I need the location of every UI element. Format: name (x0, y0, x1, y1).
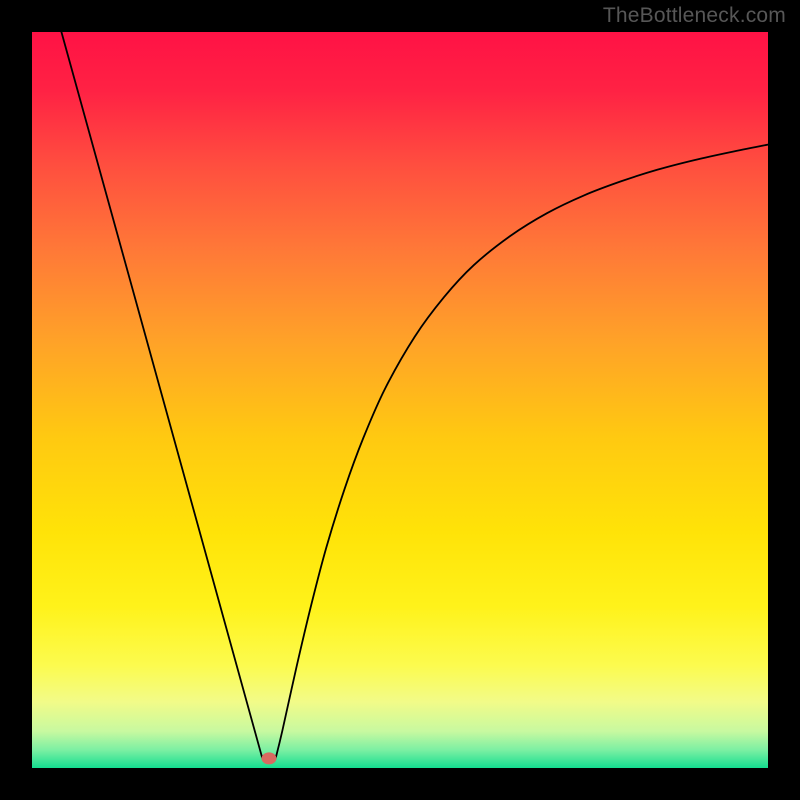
bottleneck-chart (32, 32, 768, 768)
optimum-marker (261, 752, 276, 764)
chart-svg (32, 32, 768, 768)
watermark-text: TheBottleneck.com (603, 4, 786, 28)
chart-background (32, 32, 768, 768)
